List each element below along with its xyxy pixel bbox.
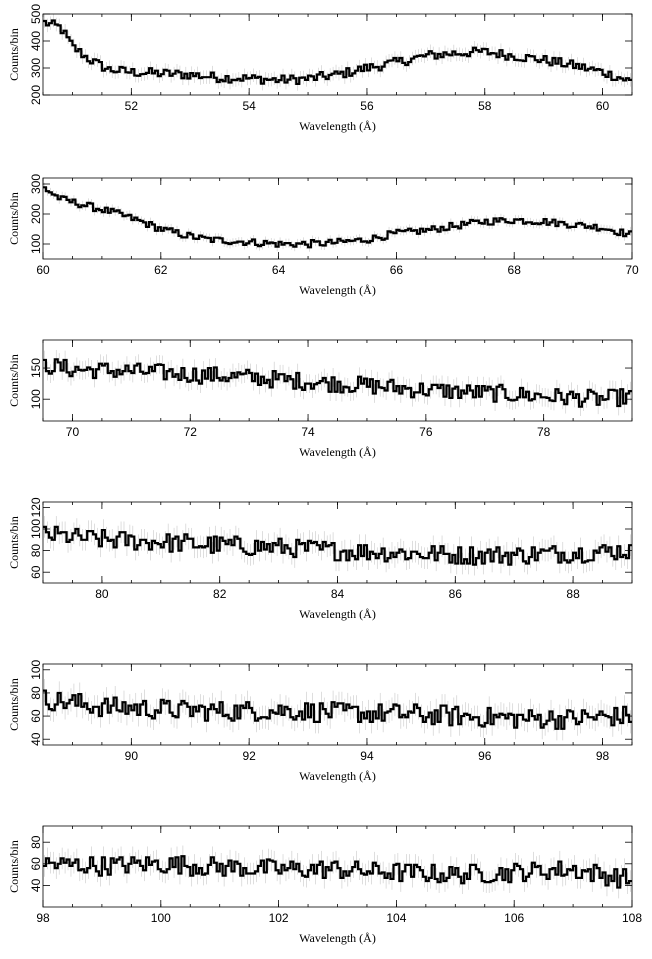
y-tick-label: 200 <box>29 85 43 105</box>
y-tick-label: 400 <box>29 31 43 51</box>
x-tick-label: 52 <box>125 99 139 113</box>
y-axis-label: Counts/bin <box>7 28 21 81</box>
spectrum-panel-4: 80 82 84 86 88 60 80 100 120 Wavelength (Å) Counts… <box>7 497 633 621</box>
x-tick-label: 94 <box>360 749 374 763</box>
spectrum-step-line <box>43 855 632 889</box>
x-axis-label: Wavelength (Å) <box>299 119 376 133</box>
y-tick-label: 300 <box>29 58 43 78</box>
x-tick-label: 54 <box>242 99 256 113</box>
y-tick-label: 100 <box>29 659 43 679</box>
y-axis-label: Counts/bin <box>7 516 21 569</box>
x-tick-label: 74 <box>301 425 315 439</box>
x-tick-label: 92 <box>242 749 256 763</box>
y-tick-label: 120 <box>29 497 43 517</box>
x-tick-label: 60 <box>596 99 610 113</box>
x-tick-label: 72 <box>184 425 198 439</box>
x-tick-label: 80 <box>95 587 109 601</box>
y-tick-label: 80 <box>29 835 43 849</box>
spectrum-panel-1: 52 54 56 58 60 200 300 400 500 Wavelength (Å) Coun… <box>7 4 633 133</box>
y-tick-label: 40 <box>29 878 43 892</box>
y-axis-label: Counts/bin <box>7 840 21 893</box>
x-tick-label: 96 <box>478 749 492 763</box>
spectrum-panel-2: 60 62 64 66 68 70 100 200 300 Wavelength (Å) Count… <box>7 174 639 297</box>
x-axis-label: Wavelength (Å) <box>299 607 376 621</box>
x-tick-label: 106 <box>504 911 524 925</box>
y-tick-label: 200 <box>29 204 43 224</box>
spectrum-panel-3: 70 72 74 76 78 100 150 Wavelength (Å) Counts/bin <box>7 339 633 459</box>
x-tick-label: 98 <box>36 911 50 925</box>
x-tick-label: 82 <box>213 587 227 601</box>
x-tick-label: 84 <box>331 587 345 601</box>
plot-frame <box>42 501 633 584</box>
plot-frame <box>42 13 633 96</box>
y-tick-label: 60 <box>29 857 43 871</box>
y-axis-label: Counts/bin <box>7 354 21 407</box>
x-tick-label: 88 <box>566 587 580 601</box>
y-axis-label: Counts/bin <box>7 678 21 731</box>
x-tick-label: 60 <box>36 263 50 277</box>
y-tick-label: 300 <box>29 174 43 194</box>
x-tick-label: 102 <box>269 911 289 925</box>
error-bars <box>44 845 631 899</box>
x-tick-label: 62 <box>154 263 168 277</box>
x-tick-label: 70 <box>625 263 639 277</box>
error-bars <box>44 516 631 576</box>
spectrum-panel-6: 98 100 102 104 106 108 40 60 80 Wavelength (Å) Cou… <box>7 825 642 945</box>
y-tick-label: 500 <box>29 4 43 24</box>
y-tick-label: 100 <box>29 389 43 409</box>
x-axis-label: Wavelength (Å) <box>299 769 376 783</box>
spectrum-step-line <box>43 19 632 86</box>
x-tick-label: 108 <box>622 911 642 925</box>
x-tick-label: 70 <box>66 425 80 439</box>
spectrum-step-line <box>43 186 632 249</box>
y-axis-label: Counts/bin <box>7 192 21 245</box>
y-tick-label: 150 <box>29 358 43 378</box>
plot-frame <box>42 339 633 422</box>
y-tick-label: 80 <box>29 544 43 558</box>
spectrum-step-line <box>43 689 632 730</box>
y-tick-label: 100 <box>29 519 43 539</box>
y-tick-label: 100 <box>29 234 43 254</box>
spectrum-step-line <box>43 525 632 566</box>
x-axis-label: Wavelength (Å) <box>299 931 376 945</box>
x-tick-label: 78 <box>537 425 551 439</box>
x-tick-label: 68 <box>508 263 522 277</box>
error-bars <box>44 14 631 91</box>
x-tick-label: 58 <box>478 99 492 113</box>
x-tick-label: 98 <box>596 749 610 763</box>
y-tick-label: 40 <box>29 732 43 746</box>
y-tick-label: 60 <box>29 709 43 723</box>
x-axis-label: Wavelength (Å) <box>299 445 376 459</box>
y-tick-label: 80 <box>29 686 43 700</box>
x-tick-label: 104 <box>386 911 406 925</box>
x-tick-label: 56 <box>360 99 374 113</box>
x-axis-label: Wavelength (Å) <box>299 283 376 297</box>
spectrum-panel-5: 90 92 94 96 98 40 60 80 100 Wavelength (Å) Counts/… <box>7 659 633 783</box>
x-tick-label: 66 <box>390 263 404 277</box>
x-tick-label: 86 <box>449 587 463 601</box>
x-tick-label: 90 <box>125 749 139 763</box>
x-tick-label: 64 <box>272 263 286 277</box>
x-tick-label: 100 <box>151 911 171 925</box>
y-tick-label: 60 <box>29 565 43 579</box>
spectrum-step-line <box>43 358 632 408</box>
x-tick-label: 76 <box>419 425 433 439</box>
